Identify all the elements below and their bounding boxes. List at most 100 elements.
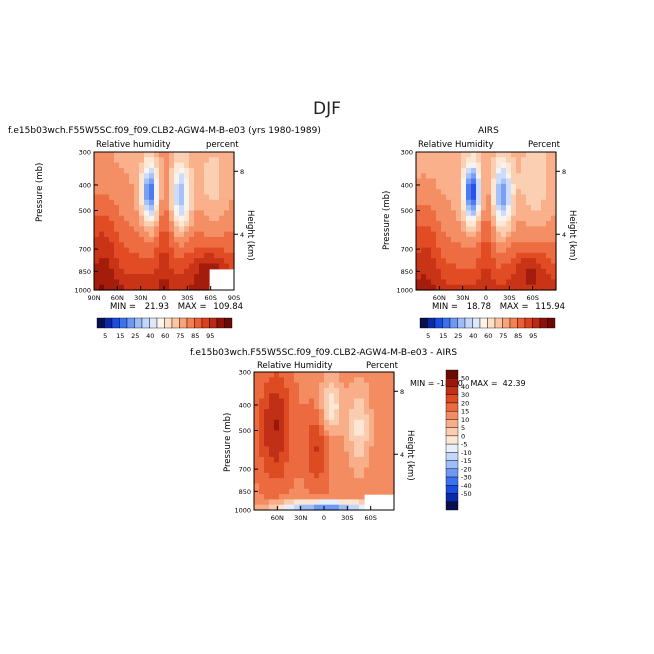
heat-cell (451, 215, 457, 222)
heat-cell (369, 451, 375, 458)
heat-cell (189, 268, 195, 275)
heat-cell (189, 205, 195, 211)
heat-cell (501, 226, 507, 233)
heat-cell (349, 377, 355, 384)
heat-cell (174, 199, 180, 206)
colorbar-swatch (216, 317, 225, 329)
heat-cell (526, 268, 532, 275)
heat-cell (289, 430, 295, 437)
heat-cell (339, 451, 345, 458)
heat-cell (451, 205, 457, 211)
heat-cell (431, 205, 437, 211)
colorbar-label: 85 (191, 332, 199, 340)
colorbar-swatch (509, 317, 518, 329)
heat-cell (384, 372, 390, 378)
heat-cell (164, 268, 170, 275)
heat-cell (319, 494, 325, 500)
heat-cell (486, 173, 492, 180)
y-tick-label: 500 (239, 427, 251, 435)
heat-cell (314, 467, 320, 474)
colorbar-swatch (445, 485, 459, 494)
heat-cell (501, 279, 507, 286)
heat-cell (471, 183, 477, 190)
heat-cell (229, 215, 235, 222)
heat-cell (421, 210, 427, 217)
heat-cell (109, 194, 115, 201)
heat-cell (389, 462, 395, 469)
heat-cell (134, 236, 140, 243)
heat-cell (436, 252, 442, 259)
heat-cell (174, 242, 180, 249)
heat-cell (269, 456, 275, 463)
heat-cell (159, 162, 165, 169)
heat-cell (546, 178, 552, 185)
heat-cell (289, 398, 295, 405)
heat-cell (526, 284, 532, 291)
heat-cell (259, 419, 265, 426)
heat-cell (124, 189, 130, 196)
heat-cell (269, 382, 275, 389)
heat-cell (219, 252, 225, 259)
heat-cell (456, 263, 462, 270)
heat-cell (294, 403, 300, 410)
heat-cell (289, 419, 295, 426)
heat-cell (436, 194, 442, 201)
heat-cell (511, 173, 517, 180)
heat-cell (466, 173, 472, 180)
heat-cell (486, 183, 492, 190)
heat-cell (94, 274, 100, 280)
heat-cell (199, 242, 205, 249)
heat-cell (526, 279, 532, 286)
heat-cell (94, 183, 100, 190)
heat-cell (546, 279, 552, 286)
heat-cell (526, 236, 532, 243)
heat-cell (274, 419, 280, 426)
colorbar-label: 85 (514, 332, 522, 340)
heat-cell (314, 483, 320, 490)
heat-cell (274, 467, 280, 474)
heat-cell (516, 247, 522, 254)
heat-cell (314, 425, 320, 431)
figure-title: DJF (313, 99, 341, 119)
heat-cell (304, 435, 310, 442)
heat-cell (491, 274, 497, 280)
heat-cell (379, 462, 385, 469)
colorbar-swatch (524, 317, 533, 329)
heat-cell (279, 446, 285, 453)
heat-cell (441, 167, 447, 174)
heat-cell (174, 205, 180, 211)
heat-cell (174, 252, 180, 259)
heat-cell (154, 268, 160, 275)
heat-cell (104, 199, 110, 206)
heat-cell (416, 221, 422, 227)
heat-cell (204, 162, 210, 169)
heat-cell (329, 387, 335, 394)
heat-cell (431, 247, 437, 254)
heat-cell (149, 157, 155, 164)
heat-cell (154, 210, 160, 217)
colorbar-swatch (104, 317, 113, 329)
heat-cell (476, 231, 482, 238)
heat-cell (314, 462, 320, 469)
heat-cell (441, 152, 447, 158)
heat-cell (319, 446, 325, 453)
heat-cell (299, 435, 305, 442)
colorbar-label: 15 (116, 332, 124, 340)
heat-cell (379, 451, 385, 458)
heat-cell (466, 194, 472, 201)
heat-cell (309, 419, 315, 426)
heat-cell (224, 236, 230, 243)
heat-cell (531, 263, 537, 270)
heat-cell (364, 393, 370, 400)
heat-cell (461, 284, 467, 291)
heat-cell (104, 263, 110, 270)
heat-cell (204, 242, 210, 249)
heat-cell (421, 284, 427, 291)
heat-cell (314, 414, 320, 421)
heat-cell (134, 221, 140, 227)
heat-cell (149, 173, 155, 180)
heat-cell (314, 504, 320, 511)
heat-cell (531, 236, 537, 243)
heat-cell (551, 183, 557, 190)
